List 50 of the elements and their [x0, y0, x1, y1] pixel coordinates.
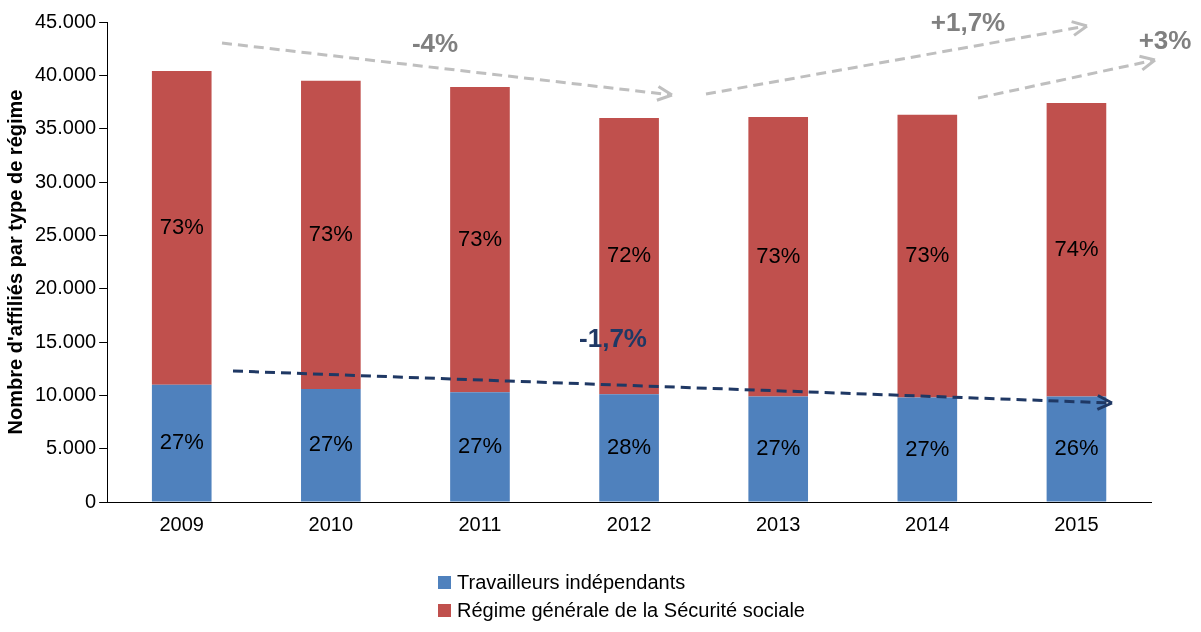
- legend-label: Régime générale de la Sécurité sociale: [457, 598, 805, 623]
- y-tick-label: 5.000: [46, 436, 97, 459]
- annotation: 27%: [905, 435, 950, 461]
- bar: [599, 394, 659, 502]
- bar: [151, 71, 212, 385]
- annotation: 28%: [607, 433, 652, 459]
- x-tick-label: 2013: [755, 512, 801, 535]
- bar: [301, 80, 361, 389]
- bar: [748, 116, 809, 397]
- annotation: 73%: [159, 213, 204, 239]
- x-tick-label: 2012: [606, 512, 652, 535]
- bar: [301, 388, 361, 502]
- annotation: 73%: [308, 220, 353, 246]
- bar: [1046, 103, 1107, 397]
- bar: [897, 397, 958, 502]
- bar: [450, 87, 510, 393]
- annotation: 73%: [457, 225, 502, 251]
- x-tick-label: 2014: [905, 512, 950, 535]
- y-tick-label: 35.000: [35, 116, 97, 139]
- x-tick-label: 2011: [458, 512, 502, 535]
- y-tick-label: 15.000: [35, 329, 97, 352]
- annotation: 27%: [308, 431, 353, 457]
- annotation: 73%: [756, 242, 801, 268]
- annotation: 27%: [159, 429, 204, 455]
- y-tick-label: 0: [85, 489, 97, 512]
- y-tick-label: 10.000: [35, 382, 97, 405]
- annotation: 72%: [607, 242, 652, 268]
- bar: [1046, 396, 1107, 502]
- bar: [151, 384, 212, 502]
- x-tick-label: 2015: [1054, 512, 1099, 535]
- annotation: +3%: [1138, 25, 1192, 56]
- bar: [450, 392, 510, 502]
- y-axis-title: Nombre d'affiliés par type de régime: [3, 89, 26, 435]
- annotation: 26%: [1054, 435, 1099, 461]
- bar: [897, 114, 958, 398]
- legend-label: Travailleurs indépendants: [457, 570, 686, 595]
- x-tick-label: 2010: [308, 512, 354, 535]
- y-tick-label: 25.000: [35, 222, 97, 245]
- annotation: 27%: [756, 435, 801, 461]
- y-tick-label: 20.000: [35, 276, 97, 299]
- x-tick-label: 2009: [159, 512, 204, 535]
- y-tick-label: 40.000: [35, 62, 97, 85]
- annotation: +1,7%: [930, 7, 1006, 38]
- annotation: 27%: [457, 432, 502, 458]
- annotation: 73%: [905, 242, 950, 268]
- y-tick-label: 45.000: [35, 9, 97, 32]
- annotation: -4%: [411, 28, 459, 59]
- annotation: 74%: [1054, 235, 1099, 261]
- y-tick-label: 30.000: [35, 169, 97, 192]
- bar: [748, 396, 809, 502]
